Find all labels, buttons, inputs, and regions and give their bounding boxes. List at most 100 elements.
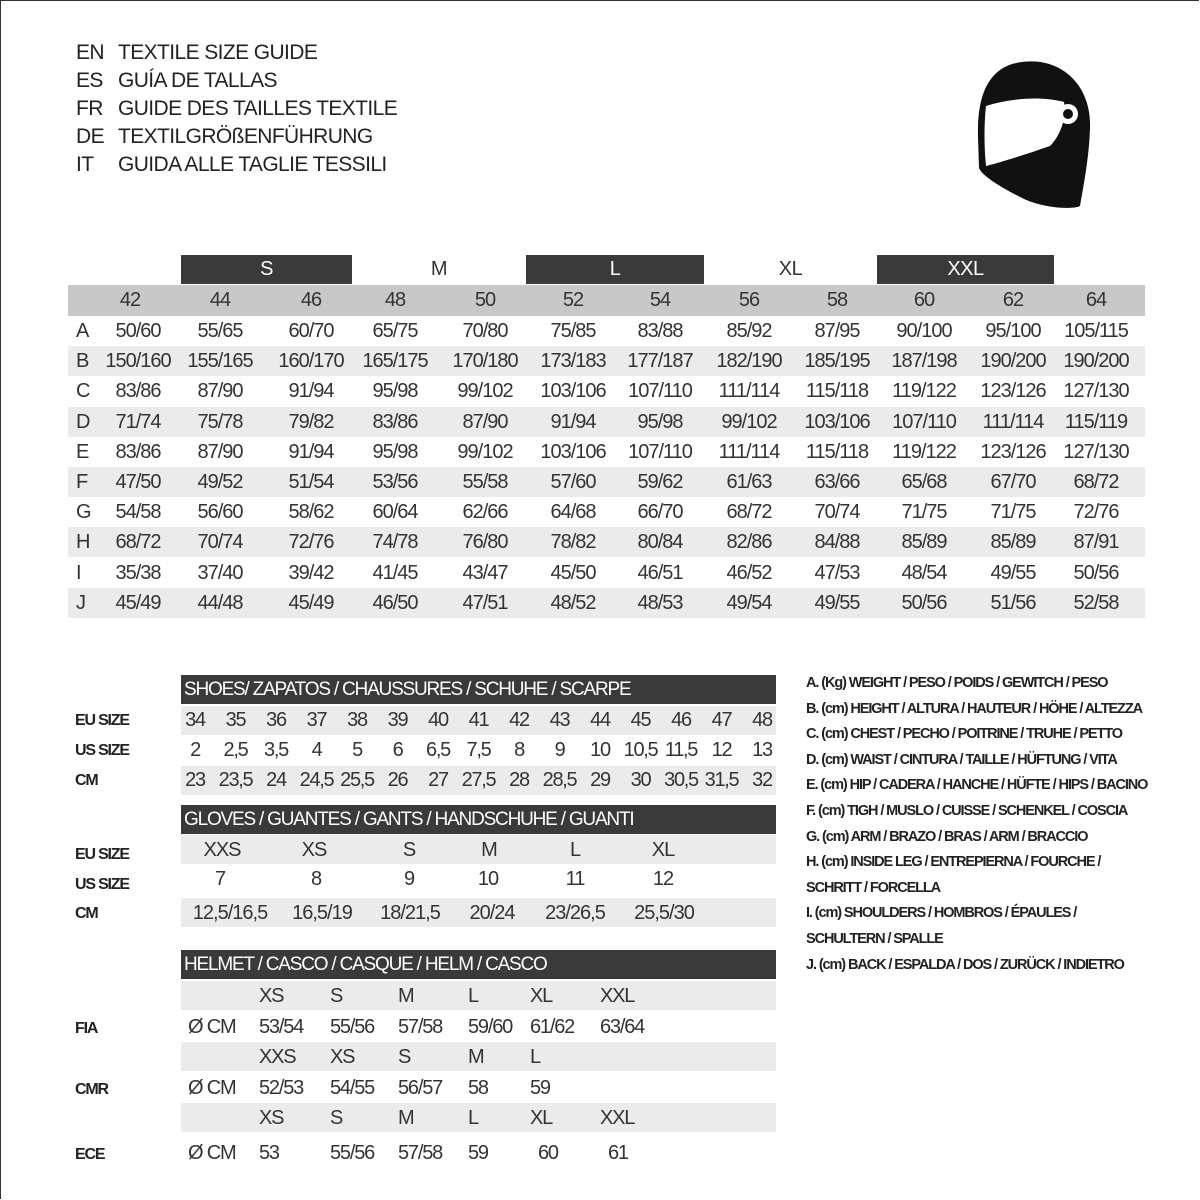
title-de: DE TEXTILGRÖßENFÜHRUNG [76,125,373,149]
glove-cell: XS [301,839,328,861]
legend-line: H. (cm) INSIDE LEG / ENTREPIERNA / FOURC… [806,854,1101,871]
table-cell: 35/38 [115,561,161,584]
table-cell: 115/118 [805,380,869,403]
shoe-cell: 39 [387,709,409,731]
row-stripe [68,406,1145,437]
table-cell: 37/40 [197,561,243,584]
glove-cell: 7 [214,868,226,890]
table-cell: 123/126 [980,380,1046,403]
unit-label: Ø CM [188,1142,237,1164]
shoe-cell: 37 [306,709,328,731]
table-cell: 155/165 [187,350,253,373]
row-stripe [181,706,776,735]
row-label: C [76,380,91,403]
table-cell: 105/115 [1064,320,1129,342]
row-stripe [68,527,1145,558]
shoe-cell: 30 [630,769,652,791]
table-cell: 43/47 [462,561,508,584]
row-label: A [76,320,90,342]
shoe-cell: 6,5 [426,739,451,761]
title-text: TEXTILE SIZE GUIDE [118,41,318,64]
shoe-cell: 13 [752,739,773,761]
shoe-cell: 44 [590,709,611,731]
table-cell: 51/54 [288,471,334,493]
glove-cell: 18/21,5 [380,902,441,924]
table-cell: 70/80 [462,320,508,342]
table-cell: 46/51 [637,561,683,584]
table-cell: 68/72 [115,531,161,554]
shoe-cell: 28 [509,769,530,791]
shoe-cell: 8 [514,739,525,761]
lang-code: ES [76,69,103,92]
row-label: F [76,471,89,493]
helmet-value: 61 [608,1142,629,1164]
gloves-header: GLOVES / GUANTES / GANTS / HANDSCHUHE / … [181,805,776,834]
row-label: I [76,561,82,584]
helmet-value: 60 [538,1142,559,1164]
size-header-band [68,285,1145,316]
shoe-cell: 46 [671,709,692,731]
table-cell: 87/91 [1073,531,1119,554]
shoes-header: SHOES/ ZAPATOS / CHAUSSURES / SCHUHE / S… [181,675,776,704]
table-cell: 47/51 [462,591,508,614]
shoe-cell: 5 [352,739,363,761]
table-cell: 67/70 [990,471,1036,493]
helmet-size: XXL [600,985,635,1007]
helmet-size: XL [530,1107,553,1129]
size-header-cell: 60 [913,289,935,311]
lang-code: DE [76,125,105,148]
table-cell: 44/48 [197,591,243,614]
helmet-size: XS [259,1107,284,1129]
lang-code: EN [76,41,105,64]
table-cell: 45/49 [288,591,334,614]
table-cell: 150/160 [105,350,171,373]
helmet-value: 57/58 [398,1142,443,1164]
shoe-cell: 9 [554,739,566,761]
table-cell: 49/52 [197,471,243,493]
helmet-size: S [398,1046,411,1068]
helmet-value: 52/53 [259,1077,304,1099]
row-stripe [181,898,776,927]
table-cell: 48/52 [550,591,596,614]
row-label: US SIZE [75,742,130,759]
shoe-cell: 3,5 [264,739,289,761]
helmet-size: XXS [259,1046,297,1068]
size-group-m: M [430,258,448,280]
shoe-cell: 25,5 [340,769,375,791]
shoe-cell: 41 [468,709,490,731]
table-cell: 123/126 [980,440,1046,463]
helmet-size: L [468,1107,479,1129]
table-cell: 51/56 [990,591,1036,614]
shoe-cell: 38 [347,709,368,731]
size-header-cell: 56 [738,289,760,311]
size-header-cell: 48 [384,289,406,311]
glove-cell: XXS [203,839,241,861]
table-cell: 76/80 [462,531,508,554]
table-cell: 95/98 [637,410,683,433]
size-header-cell: 46 [300,289,322,311]
shoe-cell: 12 [711,739,733,761]
table-cell: 65/75 [372,320,418,342]
table-cell: 62/66 [462,501,508,524]
row-stripe [181,1042,776,1071]
row-label: US SIZE [75,876,130,893]
table-cell: 79/82 [288,410,334,433]
table-cell: 99/102 [457,440,513,463]
table-cell: 185/195 [804,350,870,373]
glove-cell: 23/26,5 [545,902,606,924]
shoe-cell: 32 [752,769,773,791]
glove-cell: XL [651,839,675,861]
table-cell: 55/58 [462,471,508,493]
table-cell: 99/102 [457,380,513,403]
size-header-cell: 42 [119,289,141,311]
table-cell: 49/54 [726,591,772,614]
shoe-cell: 23,5 [218,769,254,791]
row-label: H [76,531,91,554]
table-cell: 56/60 [197,501,243,524]
helmet-value: 58 [468,1077,489,1099]
table-cell: 49/55 [814,591,860,614]
table-cell: 85/89 [990,531,1036,554]
legend-line: B. (cm) HEIGHT / ALTURA / HAUTEUR / HÖHE… [806,700,1143,717]
standard-label: FIA [75,1020,98,1037]
shoe-cell: 34 [185,709,206,731]
